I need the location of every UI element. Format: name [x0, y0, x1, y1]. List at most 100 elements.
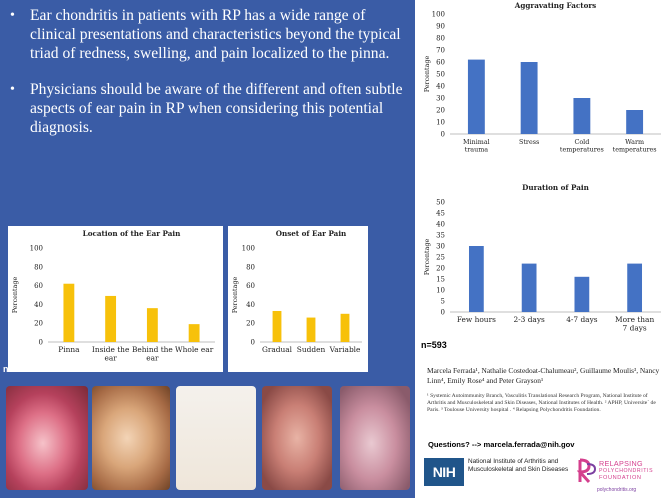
x-tick-label: 4-7 days — [566, 315, 598, 324]
y-axis-label: Percentage — [423, 55, 431, 92]
bar — [573, 98, 591, 134]
x-tick-label: Warm temperatures — [613, 138, 657, 153]
bar — [521, 263, 537, 312]
sample-size-label-2: n=593 — [421, 340, 447, 350]
bar — [468, 246, 484, 312]
ear-photo-1 — [6, 386, 88, 490]
y-tick-label: 60 — [34, 282, 43, 290]
y-tick-label: 25 — [436, 254, 445, 262]
y-tick-label: 60 — [246, 282, 255, 290]
y-tick-label: 30 — [436, 243, 445, 251]
y-tick-label: 50 — [436, 199, 445, 207]
y-tick-label: 50 — [436, 71, 445, 79]
bar — [627, 263, 643, 312]
x-tick-label-line: temperatures — [613, 145, 657, 153]
y-tick-label: 15 — [436, 276, 445, 284]
y-tick-label: 80 — [34, 263, 43, 271]
x-tick-label-line: Few hours — [457, 315, 496, 324]
y-tick-label: 0 — [441, 131, 445, 139]
y-axis-label: Percentage — [423, 238, 431, 275]
chart-duration-pain: Duration of Pain Percentage 0 5 10 15 20 25 30 35… — [420, 178, 667, 338]
y-tick-label: 100 — [432, 11, 445, 19]
x-tick-label-line: Warm — [625, 138, 644, 146]
bar — [520, 62, 538, 134]
x-tick-label-line: Stress — [519, 138, 539, 146]
y-tick-label: 0 — [441, 309, 445, 317]
rp-line2: POLYCHONDRITIS — [599, 468, 654, 474]
contact-question: Questions? --> marcela.ferrada@nih.gov — [428, 440, 575, 449]
chart-duration-svg: Duration of Pain Percentage 0 5 10 15 20 25 30 35… — [423, 183, 661, 332]
y-tick-label: 80 — [246, 263, 255, 271]
bullet-item: • Ear chondritis in patients with RP has… — [10, 6, 408, 63]
x-tick-label-line: 2-3 days — [513, 315, 545, 324]
authors: Marcela Ferrada¹, Nathalie Costedoat-Cha… — [427, 366, 660, 385]
x-tick-label: 2-3 days — [513, 315, 545, 324]
chart-onset-svg: Onset of Ear Pain Percentage 0 20 40 60 80 100 G… — [231, 229, 362, 354]
y-tick-label: 20 — [436, 265, 445, 273]
x-tick-label-line: 7 days — [623, 323, 647, 332]
x-tick-label: More than 7 days — [615, 315, 654, 332]
y-tick-label: 40 — [34, 301, 43, 309]
nih-institute-name: National Institute of Arthritis and Musc… — [468, 458, 569, 474]
ear-photo-4 — [262, 386, 332, 490]
rp-url: polychondritis.org — [597, 487, 637, 493]
x-tick-label: Inside the ear — [92, 345, 129, 362]
bar — [146, 308, 158, 342]
x-tick-label-line: Behind the — [132, 345, 173, 354]
x-tick-label-line: Pinna — [58, 345, 80, 354]
y-tick-label: 0 — [251, 339, 255, 347]
affiliations: ¹ Systemic Autoimmunity Branch, Vasculit… — [427, 393, 656, 414]
y-tick-label: 20 — [436, 107, 445, 115]
ear-photo-5 — [340, 386, 410, 490]
bar — [188, 324, 200, 342]
y-tick-label: 10 — [436, 287, 445, 295]
x-tick-label: Minimal trauma — [463, 138, 490, 153]
sample-size-label: n=593 — [3, 364, 29, 374]
bullet-item: • Physicians should be aware of the diff… — [10, 80, 408, 137]
chart-title: Location of the Ear Pain — [83, 229, 181, 238]
bar — [626, 110, 644, 134]
y-tick-label: 40 — [436, 83, 445, 91]
y-tick-label: 20 — [34, 320, 43, 328]
rp-foundation-logo: RELAPSING POLYCHONDRITIS FOUNDATION poly… — [577, 458, 667, 498]
x-tick-label: Few hours — [457, 315, 496, 324]
x-tick-label: Variable — [329, 345, 361, 354]
x-tick-label-line: Whole ear — [175, 345, 214, 354]
chart-onset-ear-pain: Onset of Ear Pain Percentage 0 20 40 60 80 100 G… — [228, 226, 368, 372]
y-tick-label: 10 — [436, 119, 445, 127]
x-tick-label: Behind the ear — [132, 345, 173, 362]
y-tick-label: 30 — [436, 95, 445, 103]
nih-logo: NIH — [424, 458, 464, 486]
bar — [467, 59, 485, 134]
y-tick-label: 20 — [246, 320, 255, 328]
chart-aggravating-svg: Aggravating Factors Percentage 0 10 20 30 40 50… — [423, 1, 661, 153]
x-tick-label-line: ear — [104, 353, 117, 362]
y-axis-label: Percentage — [11, 276, 19, 313]
y-tick-label: 70 — [436, 47, 445, 55]
x-tick-label: Gradual — [262, 345, 293, 354]
chart-location-ear-pain: Location of the Ear Pain Percentage 0 20 40 6… — [8, 226, 223, 372]
x-tick-label-line: temperatures — [560, 145, 604, 153]
bar — [574, 276, 590, 312]
ear-photos — [0, 380, 415, 498]
x-tick-label-line: Variable — [329, 345, 361, 354]
y-tick-label: 45 — [436, 210, 445, 218]
y-tick-label: 100 — [30, 245, 43, 253]
bar — [63, 283, 75, 342]
key-points: • Ear chondritis in patients with RP has… — [10, 6, 408, 154]
chart-title: Aggravating Factors — [514, 1, 596, 10]
y-tick-label: 0 — [39, 339, 43, 347]
chart-location-svg: Location of the Ear Pain Percentage 0 20 40 6… — [11, 229, 215, 362]
bullet-text: Physicians should be aware of the differ… — [30, 81, 403, 136]
bar — [105, 295, 117, 342]
bullet-dot-icon: • — [10, 8, 15, 23]
x-tick-label: Sudden — [297, 345, 326, 354]
x-tick-label-line: trauma — [465, 145, 489, 153]
x-tick-label-line: ear — [146, 353, 159, 362]
x-tick-label-line: More than — [615, 315, 654, 324]
chart-title: Duration of Pain — [522, 183, 589, 192]
y-tick-label: 40 — [436, 221, 445, 229]
x-tick-label-line: Cold — [574, 138, 589, 146]
x-tick-label-line: 4-7 days — [566, 315, 598, 324]
chart-title: Onset of Ear Pain — [276, 229, 347, 238]
